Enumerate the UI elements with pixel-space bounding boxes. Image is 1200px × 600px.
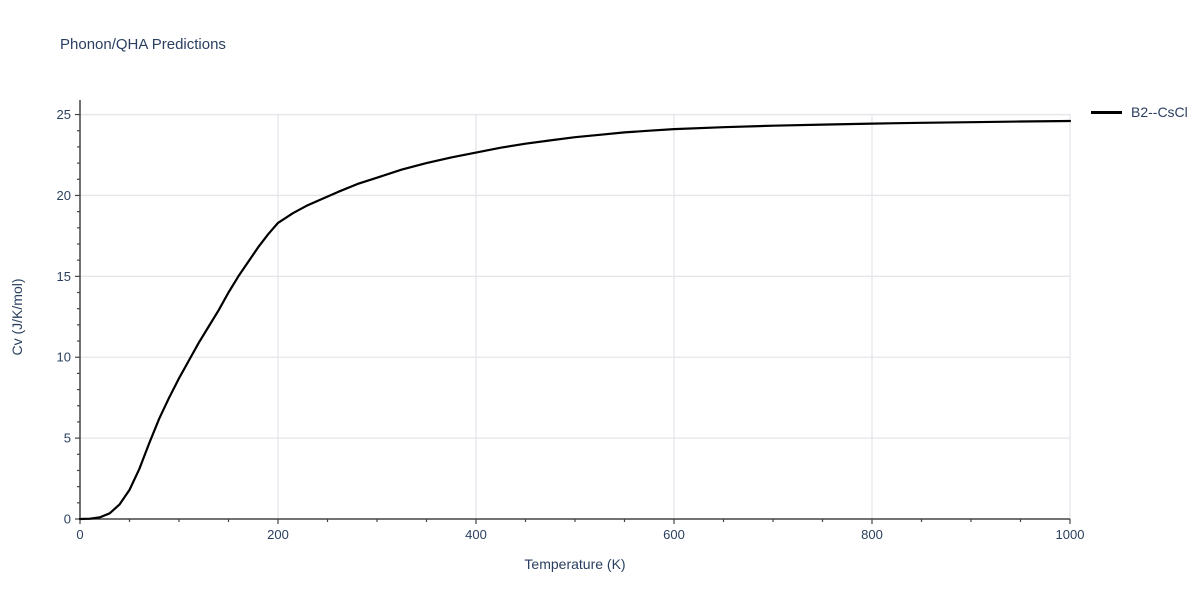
axis-layer — [75, 100, 1071, 524]
legend-label: B2--CsCl — [1131, 104, 1188, 120]
x-tick-label: 400 — [465, 527, 487, 542]
series-layer — [78, 119, 1072, 521]
series-curve — [78, 119, 1072, 521]
y-axis-title: Cv (J/K/mol) — [9, 278, 25, 356]
tick-label-layer: 0 200 400 600 800 1000 0 5 10 15 20 25 — [57, 107, 1085, 542]
y-tick-label: 5 — [64, 431, 71, 446]
y-tick-label: 20 — [57, 188, 71, 203]
x-tick-label: 600 — [663, 527, 685, 542]
x-tick-label: 200 — [267, 527, 289, 542]
y-tick-label: 10 — [57, 350, 71, 365]
grid-layer — [80, 113, 1071, 519]
x-axis-title: Temperature (K) — [524, 556, 626, 572]
x-tick-label: 0 — [76, 527, 83, 542]
y-tick-label: 15 — [57, 269, 71, 284]
x-tick-label: 1000 — [1056, 527, 1085, 542]
legend[interactable]: B2--CsCl — [1091, 104, 1188, 120]
y-tick-label: 0 — [64, 512, 71, 527]
y-tick-label: 25 — [57, 107, 71, 122]
x-tick-label: 800 — [861, 527, 883, 542]
chart-title: Phonon/QHA Predictions — [60, 36, 226, 53]
legend-line-sample — [1091, 110, 1122, 114]
